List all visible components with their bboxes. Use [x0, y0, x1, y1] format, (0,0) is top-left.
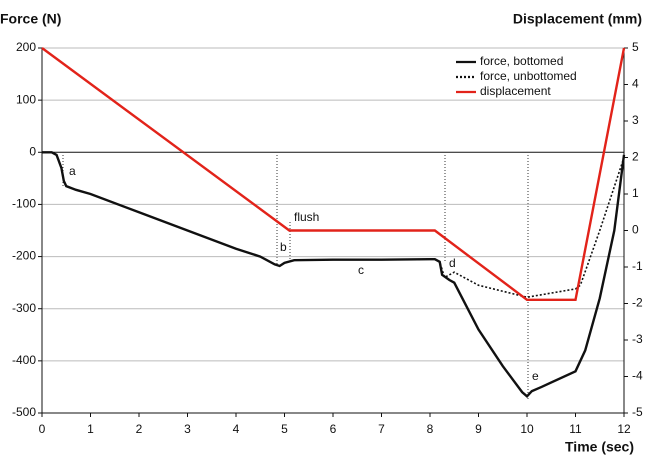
series-line [42, 151, 626, 398]
x-tick-label: 9 [475, 422, 482, 436]
y-tick-label: -300 [12, 301, 36, 315]
x-tick-label: 1 [87, 422, 94, 436]
y-tick-label: 200 [16, 40, 36, 54]
x-tick-label: 10 [520, 422, 534, 436]
series-line [41, 47, 626, 302]
y2-axis-title: Displacement (mm) [513, 11, 642, 27]
x-tick-label: 2 [136, 422, 143, 436]
x-tick-label: 4 [233, 422, 240, 436]
y2-tick-label: 2 [632, 150, 639, 164]
annotation: e [532, 369, 539, 383]
annotation: c [358, 263, 364, 277]
series-line [42, 151, 625, 299]
y2-tick-label: 4 [632, 77, 639, 91]
annotation: a [69, 164, 76, 178]
legend-label: force, bottomed [480, 54, 563, 68]
y2-tick-label: -1 [632, 259, 643, 273]
y-tick-label: -400 [12, 353, 36, 367]
x-axis-title: Time (sec) [565, 439, 634, 455]
y2-tick-label: -3 [632, 332, 643, 346]
y2-tick-label: 1 [632, 186, 639, 200]
y-tick-label: -100 [12, 197, 36, 211]
y-tick-label: 0 [29, 144, 36, 158]
x-tick-label: 0 [39, 422, 46, 436]
annotation: d [449, 256, 456, 270]
x-tick-label: 3 [184, 422, 191, 436]
y-axis-title: Force (N) [0, 11, 61, 27]
y-tick-label: -200 [12, 249, 36, 263]
y2-tick-label: -2 [632, 296, 643, 310]
annotation: flush [294, 210, 319, 224]
annotation: b [280, 240, 287, 254]
x-tick-label: 6 [330, 422, 337, 436]
y2-tick-label: 0 [632, 223, 639, 237]
x-tick-label: 5 [281, 422, 288, 436]
x-tick-label: 12 [617, 422, 631, 436]
legend-label: displacement [480, 84, 551, 98]
y2-tick-label: -4 [632, 369, 643, 383]
y2-tick-label: -5 [632, 405, 643, 419]
y-tick-label: -500 [12, 405, 36, 419]
y2-tick-label: 3 [632, 113, 639, 127]
y2-tick-label: 5 [632, 40, 639, 54]
x-tick-label: 11 [569, 422, 582, 436]
legend-label: force, unbottomed [480, 69, 577, 83]
y-tick-label: 100 [16, 92, 36, 106]
guide-lines [62, 155, 529, 400]
x-tick-label: 7 [378, 422, 385, 436]
x-tick-label: 8 [427, 422, 434, 436]
